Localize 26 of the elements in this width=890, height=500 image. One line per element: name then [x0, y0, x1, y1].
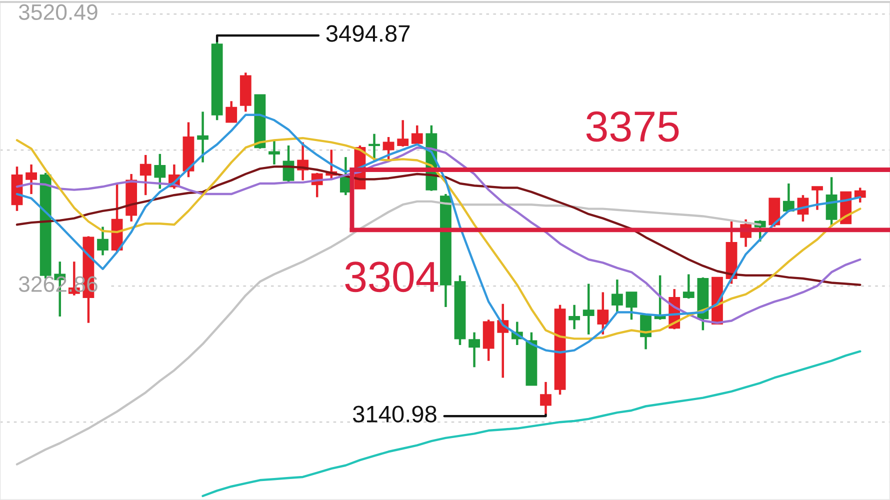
candlestick	[568, 304, 580, 330]
candlestick	[626, 291, 638, 321]
candlestick	[97, 226, 108, 256]
y-tick-label: 3520.49	[18, 4, 98, 20]
candlestick	[268, 139, 280, 166]
candlestick	[468, 331, 480, 368]
annotation: 3140.98	[352, 406, 436, 422]
candlestick	[597, 291, 609, 336]
candlestick	[812, 186, 823, 211]
candlestick	[26, 163, 37, 196]
candlestick	[854, 186, 866, 204]
candlestick	[682, 273, 694, 300]
candlestick	[382, 136, 394, 162]
candlestick	[197, 110, 208, 164]
candlestick	[140, 154, 152, 196]
candlestick	[612, 278, 623, 314]
candlestick	[154, 152, 166, 190]
candlestick	[368, 132, 380, 162]
annotation: 3375	[586, 111, 679, 142]
candlestick	[582, 282, 594, 336]
candlestick	[226, 100, 238, 124]
line-series	[202, 350, 862, 498]
annotation: 3494.87	[326, 25, 410, 42]
candlestick	[397, 119, 409, 148]
annotation: 3304	[345, 262, 438, 292]
candlestick	[540, 380, 552, 416]
